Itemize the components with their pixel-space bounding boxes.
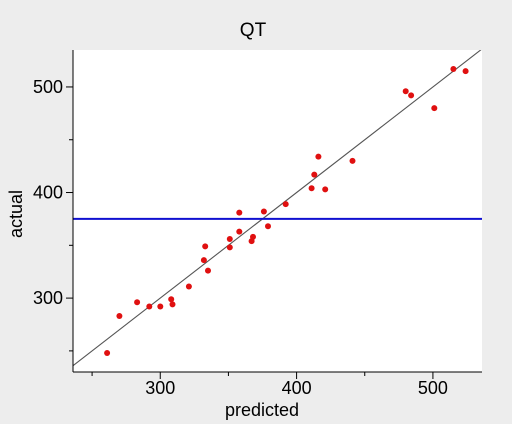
data-point [322,186,329,193]
plot-area [73,50,482,372]
data-point [169,301,176,308]
y-axis-title: actual [6,190,26,238]
y-tick-label: 500 [33,77,63,97]
data-point [146,303,153,310]
data-point [408,92,415,99]
y-tick-label: 400 [33,183,63,203]
data-point [205,267,211,274]
data-point [349,157,356,164]
data-point [250,233,256,240]
data-point [315,153,322,160]
data-point [104,350,111,356]
data-point [202,243,209,250]
data-point [311,171,318,178]
data-point [402,88,409,95]
x-axis-title: predicted [225,400,299,420]
data-point [134,299,141,306]
data-point [450,66,457,72]
x-tick-label: 300 [145,378,175,398]
data-point [185,283,192,290]
data-point [236,209,243,216]
data-point [431,105,438,112]
data-point [265,223,271,230]
data-point [116,313,123,319]
x-tick-label: 500 [418,378,448,398]
identity-line [73,50,482,367]
data-point [308,185,315,192]
data-point [226,244,233,251]
data-point [282,201,289,208]
chart-title: QT [240,20,267,41]
data-point [260,208,267,215]
x-tick-label: 400 [282,378,312,398]
data-point [168,296,175,303]
data-point [236,228,243,235]
data-point [200,257,207,264]
data-point [226,236,233,242]
data-point [157,303,164,310]
data-point [462,68,469,75]
y-tick-label: 300 [33,288,63,308]
